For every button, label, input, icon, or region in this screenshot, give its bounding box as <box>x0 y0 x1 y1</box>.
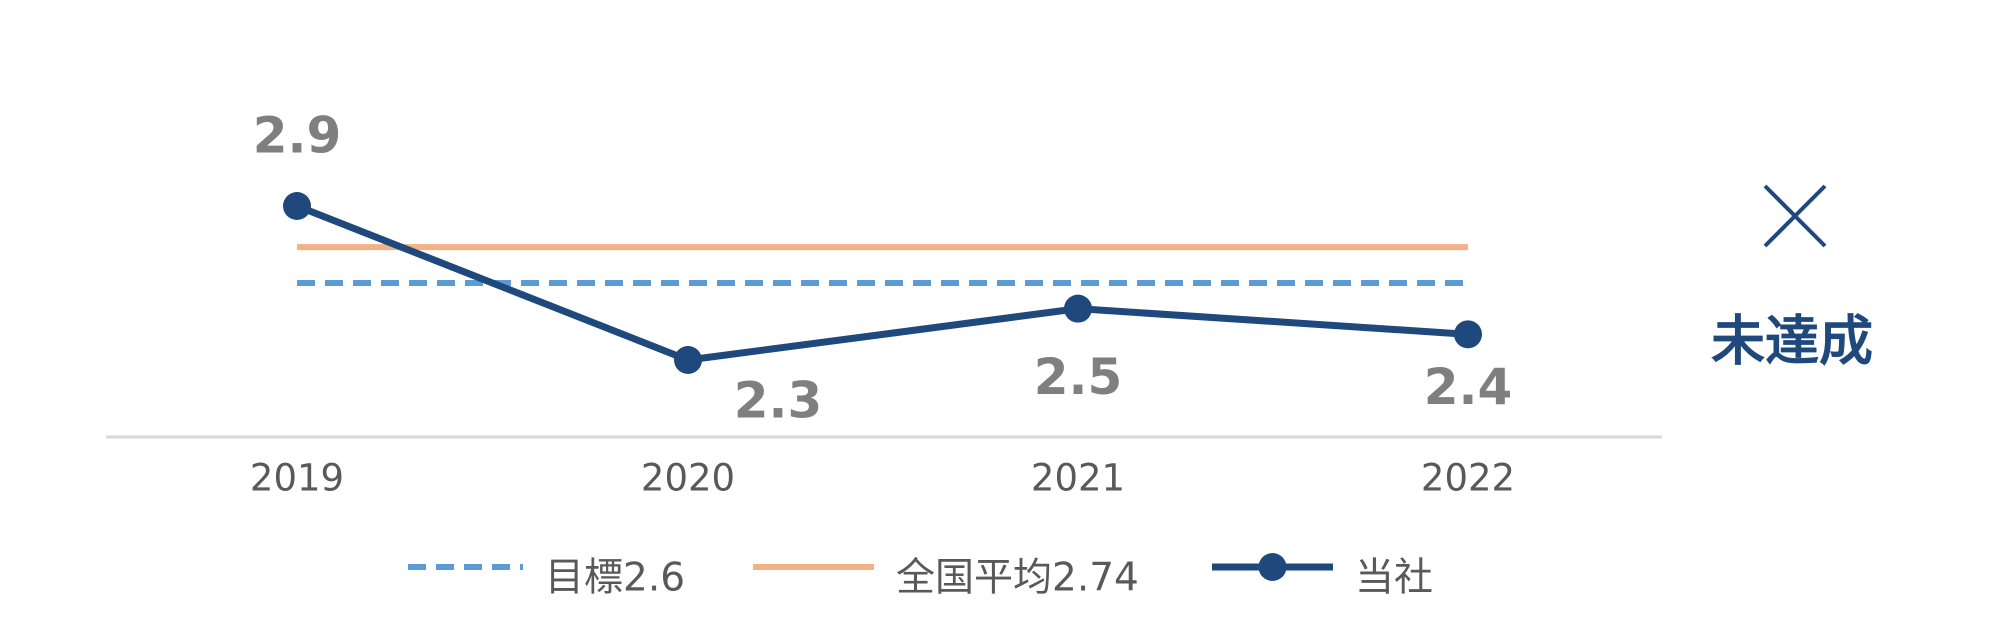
value-label: 2.4 <box>1424 358 1513 416</box>
x-tick-label: 2020 <box>641 457 735 500</box>
x-tick-label: 2021 <box>1031 457 1125 500</box>
annotation: 未達成 <box>1711 310 1873 373</box>
marker <box>1454 320 1482 349</box>
legend-label: 目標2.6 <box>545 556 685 601</box>
x-tick-label: 2022 <box>1421 457 1515 500</box>
legend-marker <box>1258 553 1287 581</box>
legend-label: 全国平均2.74 <box>896 556 1139 601</box>
value-label: 2.9 <box>253 107 342 165</box>
marker <box>283 192 311 220</box>
marker <box>674 346 702 374</box>
value-label: 2.5 <box>1034 348 1123 406</box>
series-line <box>295 202 1469 364</box>
marker <box>1064 294 1092 323</box>
value-label: 2.3 <box>734 372 823 430</box>
legend-label: 当社 <box>1355 556 1433 601</box>
cross-icon <box>1763 184 1827 248</box>
x-tick-label: 2019 <box>250 457 344 500</box>
